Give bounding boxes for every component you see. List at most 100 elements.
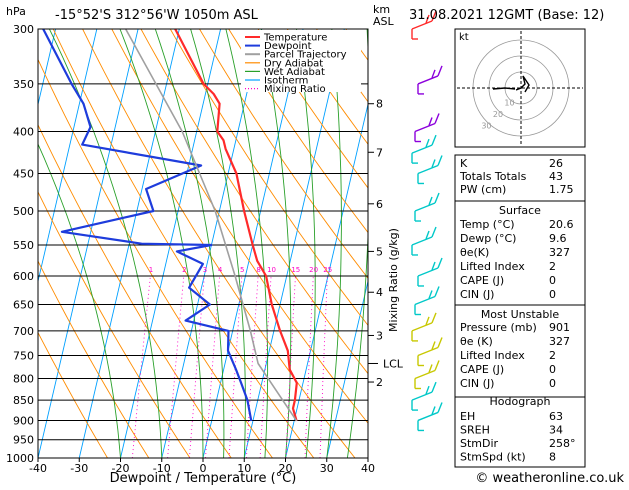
isotherm-line bbox=[38, 29, 57, 107]
hodograph-title: Hodograph bbox=[490, 395, 551, 408]
surface-row-label: Dewp (°C) bbox=[460, 232, 516, 245]
pressure-tick-label: 900 bbox=[13, 414, 34, 427]
km-tick-label: 8 bbox=[376, 98, 383, 111]
km-tick-label: 7 bbox=[376, 146, 383, 159]
hodograph-indices-box bbox=[454, 396, 586, 468]
plot-lines bbox=[42, 29, 298, 422]
wind-barb bbox=[414, 192, 440, 222]
wind-barb bbox=[417, 65, 443, 95]
wind-barbs bbox=[411, 10, 443, 432]
surface-row-value: 327 bbox=[549, 246, 570, 259]
surface-row-value: 0 bbox=[549, 288, 556, 301]
isotherm-line bbox=[161, 29, 263, 458]
wet-adiabat-line bbox=[296, 29, 316, 458]
unit-hpa: hPa bbox=[6, 5, 26, 18]
most-unstable-row-value: 901 bbox=[549, 321, 570, 334]
mixing-ratio-line bbox=[131, 275, 151, 458]
hodograph-ring-label: 20 bbox=[493, 110, 503, 119]
surface-row-label: θe(K) bbox=[460, 246, 489, 259]
wet-adiabat-line bbox=[346, 29, 368, 458]
pressure-tick-label: 550 bbox=[13, 239, 34, 252]
hodograph-row-value: 258° bbox=[549, 437, 576, 450]
legend-box bbox=[241, 30, 361, 92]
surface-box bbox=[454, 200, 586, 306]
mixing-ratio-label: 2 bbox=[182, 266, 186, 274]
dry-adiabat-line bbox=[38, 331, 108, 458]
hodograph-row-label: StmDir bbox=[460, 437, 499, 450]
surface-row-value: 2 bbox=[549, 260, 556, 273]
wet-adiabat-line bbox=[260, 29, 292, 458]
wet-adiabat-line bbox=[326, 29, 342, 458]
surface-row-label: Lifted Index bbox=[460, 260, 525, 273]
hodograph-row-label: StmSpd (kt) bbox=[460, 451, 526, 464]
wind-barb bbox=[417, 155, 443, 185]
mixing-ratio-line bbox=[304, 275, 314, 458]
km-tick-label: 5 bbox=[376, 245, 383, 258]
dry-adiabat-line bbox=[228, 29, 368, 234]
pressure-tick-label: 1000 bbox=[6, 452, 34, 465]
hodograph-ring-label: 30 bbox=[481, 122, 491, 131]
pressure-tick-label: 350 bbox=[13, 78, 34, 91]
most-unstable-row-value: 0 bbox=[549, 377, 556, 390]
temp-tick-label: 0 bbox=[200, 462, 207, 475]
wind-barb bbox=[417, 337, 443, 367]
pressure-tick-label: 500 bbox=[13, 205, 34, 218]
index-row-value: 26 bbox=[549, 157, 563, 170]
wet-adiabat-line bbox=[38, 142, 121, 458]
dry-adiabat-line bbox=[199, 29, 368, 279]
mixing-ratio-label: 3 bbox=[203, 266, 207, 274]
unit-km: km bbox=[373, 3, 390, 16]
mixing-ratio-axis-title: Mixing Ratio (g/kg) bbox=[387, 228, 400, 332]
mixing-ratio-line bbox=[167, 275, 185, 458]
series-parcel-trajectory bbox=[124, 29, 298, 422]
hodograph-storm-motion bbox=[492, 87, 516, 90]
plot-area bbox=[38, 29, 368, 458]
mixing-ratio-line bbox=[228, 275, 243, 458]
km-tick-label: 4 bbox=[376, 286, 383, 299]
series-dewpoint bbox=[42, 29, 253, 422]
index-row-label: Totals Totals bbox=[459, 170, 527, 183]
surface-row-label: Temp (°C) bbox=[459, 218, 515, 231]
chart-series bbox=[42, 29, 298, 422]
pressure-tick-label: 850 bbox=[13, 394, 34, 407]
most-unstable-row-label: CAPE (J) bbox=[460, 363, 504, 376]
index-row-value: 43 bbox=[549, 170, 563, 183]
most-unstable-box bbox=[454, 304, 586, 398]
wind-barb bbox=[411, 10, 437, 40]
series-temperature bbox=[174, 29, 298, 422]
pressure-tick-label: 300 bbox=[13, 23, 34, 36]
indices-box bbox=[454, 154, 586, 202]
indices-panel: K 26 Totals Totals 43 PW (cm) 1.75 SurfaceTemp… bbox=[454, 154, 586, 468]
chart-grid bbox=[38, 28, 368, 459]
isotherm-line bbox=[326, 279, 368, 458]
legend-label: Mixing Ratio bbox=[264, 84, 326, 95]
most-unstable-row-value: 0 bbox=[549, 363, 556, 376]
hodograph-ring-label: 10 bbox=[504, 99, 514, 108]
surface-row-label: CIN (J) bbox=[460, 288, 494, 301]
dry-adiabat-line bbox=[38, 190, 191, 458]
legend-label: Wet Adiabat bbox=[264, 67, 325, 78]
x-axis-title: Dewpoint / Temperature (°C) bbox=[110, 471, 297, 486]
mixing-ratio-line bbox=[245, 275, 259, 458]
wet-adiabat-line bbox=[154, 29, 225, 458]
mixing-ratio-label: 8 bbox=[256, 266, 260, 274]
wind-barb bbox=[417, 402, 443, 432]
mixing-ratio-label: 1 bbox=[149, 266, 153, 274]
temp-tick-label: -10 bbox=[153, 462, 171, 475]
legend-label: Dewpoint bbox=[264, 41, 312, 52]
wind-barb bbox=[414, 286, 440, 316]
pressure-tick-label: 800 bbox=[13, 372, 34, 385]
isotherm-line bbox=[38, 29, 98, 284]
wet-adiabat-line bbox=[190, 29, 246, 458]
most-unstable-row-value: 2 bbox=[549, 349, 556, 362]
dry-adiabat-line bbox=[38, 260, 150, 458]
chart-axes: 1 2 3 4 5 8 10 15 20 2530035040045050055060065070… bbox=[6, 23, 404, 475]
date-title: 31.08.2021 12GMT (Base: 12) bbox=[409, 8, 604, 23]
km-tick-label: 2 bbox=[376, 376, 383, 389]
km-tick-label: 3 bbox=[376, 329, 383, 342]
surface-row-value: 20.6 bbox=[549, 218, 574, 231]
hodograph-row-label: EH bbox=[460, 410, 475, 423]
